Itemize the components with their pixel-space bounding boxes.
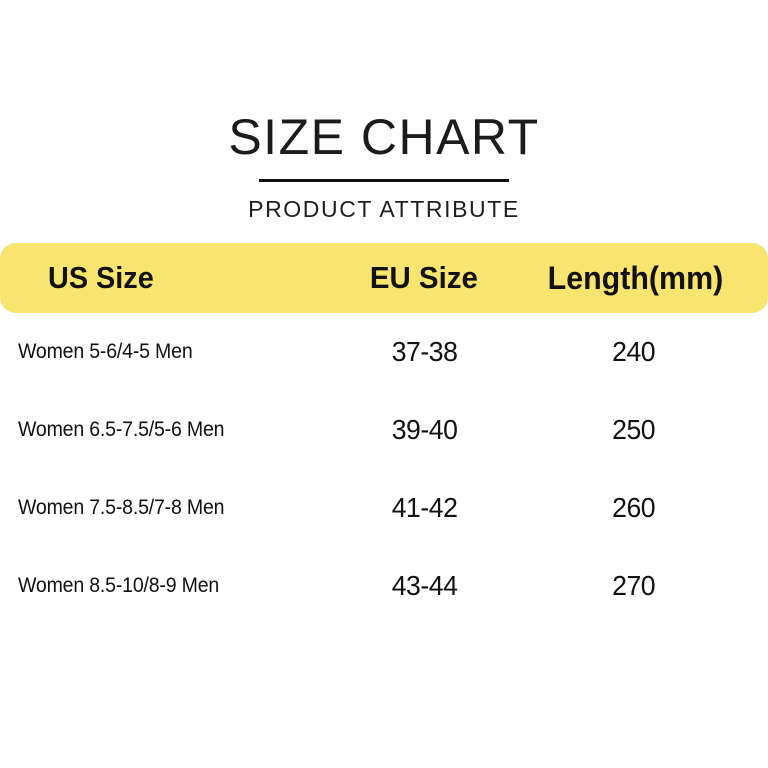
- size-table: US Size EU Size Length(mm) Women 5-6/4-5…: [0, 243, 768, 625]
- table-row: Women 8.5-10/8-9 Men 43-44 270: [0, 547, 768, 625]
- cell-us-size-value: Women 6.5-7.5/5-6 Men: [18, 418, 225, 441]
- cell-eu-size-value: 41-42: [392, 492, 458, 523]
- title-block: SIZE CHART PRODUCT ATTRIBUTE: [0, 108, 768, 222]
- column-header-eu-size: EU Size: [346, 243, 502, 313]
- cell-eu-size-value: 43-44: [392, 570, 458, 601]
- cell-us-size: Women 6.5-7.5/5-6 Men: [0, 391, 350, 469]
- cell-eu-size: 39-40: [350, 391, 500, 469]
- cell-eu-size-value: 39-40: [392, 414, 458, 445]
- cell-eu-size: 43-44: [350, 547, 500, 625]
- cell-us-size-value: Women 5-6/4-5 Men: [18, 340, 193, 363]
- cell-us-size-value: Women 8.5-10/8-9 Men: [18, 574, 220, 597]
- table-header-row: US Size EU Size Length(mm): [0, 243, 768, 313]
- table-row: Women 6.5-7.5/5-6 Men 39-40 250: [0, 391, 768, 469]
- page-title: SIZE CHART: [228, 109, 540, 165]
- title-divider: [259, 179, 509, 182]
- cell-length-value: 260: [612, 492, 656, 523]
- cell-eu-size-value: 37-38: [392, 336, 458, 367]
- column-header-us-size-label: US Size: [48, 260, 154, 295]
- table-row: Women 7.5-8.5/7-8 Men 41-42 260: [0, 469, 768, 547]
- column-header-length: Length(mm): [502, 243, 768, 313]
- cell-length: 260: [505, 469, 763, 547]
- cell-length: 270: [505, 547, 763, 625]
- column-header-eu-size-label: EU Size: [369, 260, 479, 295]
- cell-us-size: Women 5-6/4-5 Men: [0, 313, 350, 391]
- cell-length: 250: [505, 391, 763, 469]
- table-row: Women 5-6/4-5 Men 37-38 240: [0, 313, 768, 391]
- cell-us-size: Women 7.5-8.5/7-8 Men: [0, 469, 350, 547]
- cell-length-value: 240: [612, 336, 656, 367]
- cell-us-size-value: Women 7.5-8.5/7-8 Men: [18, 496, 225, 519]
- cell-length-value: 250: [612, 414, 656, 445]
- cell-length: 240: [505, 313, 763, 391]
- cell-eu-size: 41-42: [350, 469, 500, 547]
- cell-us-size: Women 8.5-10/8-9 Men: [0, 547, 350, 625]
- cell-eu-size: 37-38: [350, 313, 500, 391]
- page-subtitle: PRODUCT ATTRIBUTE: [248, 196, 520, 222]
- column-header-us-size: US Size: [0, 243, 350, 313]
- cell-length-value: 270: [612, 570, 656, 601]
- column-header-length-label: Length(mm): [547, 259, 723, 296]
